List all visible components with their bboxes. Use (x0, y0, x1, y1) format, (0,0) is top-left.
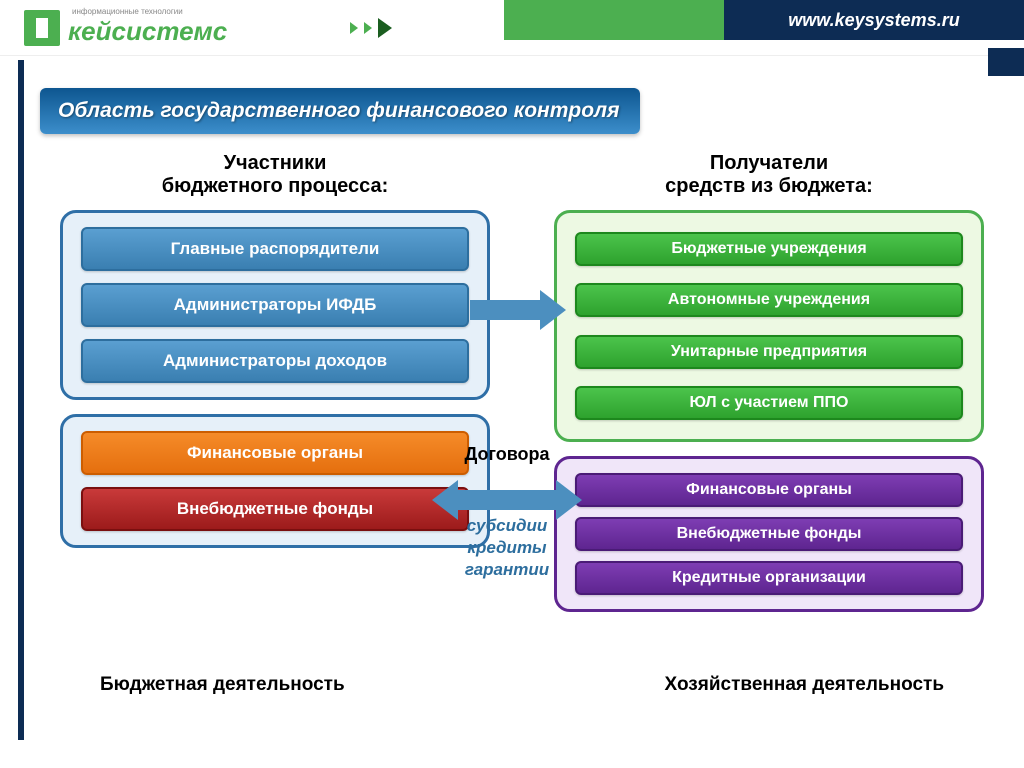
right-column-title: Получатели средств из бюджета: (665, 152, 873, 198)
right-accent-block (988, 48, 1024, 76)
nav-arrows-icon (350, 18, 392, 38)
header-green-bar: www.keysystems.ru (504, 0, 1024, 40)
box-left1-1: Администраторы ИФДБ (81, 283, 469, 327)
box-left2-1: Внебюджетные фонды (81, 487, 469, 531)
slide-title-bar: Область государственного финансового кон… (40, 88, 640, 134)
slide-title: Область государственного финансового кон… (58, 99, 619, 123)
footer-labels: Бюджетная деятельность Хозяйственная дея… (0, 674, 1024, 696)
box-right1-1: Автономные учреждения (575, 283, 963, 317)
box-left1-0: Главные распорядители (81, 227, 469, 271)
logo-mark-icon (24, 10, 60, 46)
diagram-content: Участники бюджетного процесса: Главные р… (0, 134, 1024, 626)
middle-sub-1: кредиты (432, 537, 582, 559)
logo-subtitle: информационные технологии (72, 8, 227, 16)
page-header: информационные технологии кейсистемс www… (0, 0, 1024, 56)
box-left2-0: Финансовые органы (81, 431, 469, 475)
left-panel-1: Главные распорядители Администраторы ИФД… (60, 210, 490, 400)
logo-text: кейсистемс (68, 16, 227, 47)
box-right2-1: Внебюджетные фонды (575, 517, 963, 551)
right-panel-2: Финансовые органы Внебюджетные фонды Кре… (554, 456, 984, 612)
arrow-right-icon (470, 290, 570, 330)
right-panel-1: Бюджетные учреждения Автономные учрежден… (554, 210, 984, 442)
header-url-bar: www.keysystems.ru (724, 0, 1024, 40)
box-left1-2: Администраторы доходов (81, 339, 469, 383)
box-right1-0: Бюджетные учреждения (575, 232, 963, 266)
left-panel-2: Финансовые органы Внебюджетные фонды (60, 414, 490, 548)
left-column: Участники бюджетного процесса: Главные р… (60, 152, 490, 626)
logo-area: информационные технологии кейсистемс (0, 8, 350, 47)
middle-bottom-labels: субсидии кредиты гарантии (432, 515, 582, 581)
header-url: www.keysystems.ru (788, 10, 959, 31)
box-right2-2: Кредитные организации (575, 561, 963, 595)
left-column-title: Участники бюджетного процесса: (162, 152, 389, 198)
box-right2-0: Финансовые органы (575, 473, 963, 507)
box-right1-2: Унитарные предприятия (575, 335, 963, 369)
box-right1-3: ЮЛ с участием ППО (575, 386, 963, 420)
middle-top-label: Договора (432, 444, 582, 465)
arrow-double-icon (432, 480, 582, 520)
middle-sub-2: гарантии (432, 559, 582, 581)
footer-right: Хозяйственная деятельность (665, 674, 944, 696)
footer-left: Бюджетная деятельность (100, 674, 345, 696)
right-column: Получатели средств из бюджета: Бюджетные… (554, 152, 984, 626)
